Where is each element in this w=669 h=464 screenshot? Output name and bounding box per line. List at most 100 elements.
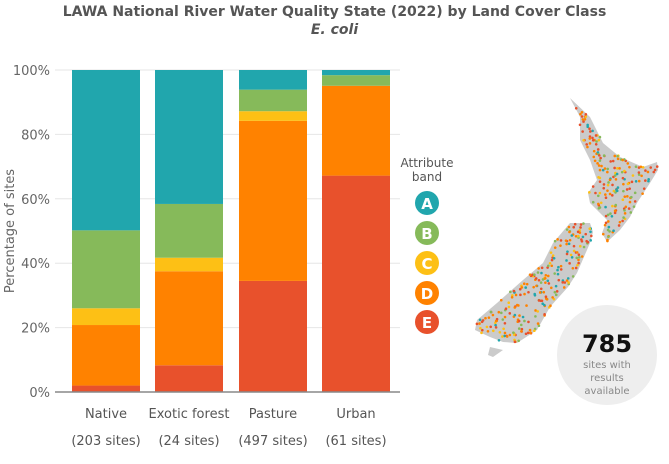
map-site-dot	[620, 170, 624, 174]
bar-segment-C	[72, 308, 140, 326]
map-site-dot	[596, 194, 600, 198]
map-site-dot	[537, 267, 540, 270]
map-site-dot	[601, 168, 605, 172]
map-site-dot	[608, 192, 612, 196]
map-site-dot	[527, 290, 530, 294]
map-site-dot	[551, 254, 555, 257]
map-site-dot	[611, 204, 614, 208]
map-site-dot	[597, 164, 601, 167]
map-site-dot	[527, 320, 530, 324]
map-site-dot	[579, 112, 582, 116]
map-site-dot	[608, 178, 612, 182]
legend-title: Attribute	[401, 156, 454, 170]
map-site-dot	[614, 203, 618, 207]
map-site-dot	[480, 320, 484, 324]
map-site-dot	[574, 234, 578, 238]
map-site-dot	[575, 256, 579, 260]
map-site-dot	[509, 290, 512, 294]
map-site-dot	[485, 325, 489, 329]
map-site-dot	[578, 244, 582, 248]
map-site-dot	[501, 318, 505, 321]
map-site-dot	[633, 191, 637, 195]
map-site-dot	[494, 323, 497, 327]
map-site-dot	[604, 193, 607, 196]
map-site-dot	[510, 295, 514, 299]
map-site-dot	[543, 303, 546, 307]
map-site-dot	[599, 156, 602, 160]
map-site-dot	[594, 191, 597, 195]
map-site-dot	[598, 159, 602, 162]
map-site-dot	[579, 223, 583, 226]
map-site-dot	[539, 287, 543, 291]
nz-map-landmass	[475, 223, 593, 343]
map-site-dot	[536, 322, 540, 325]
map-site-dot	[508, 312, 512, 315]
map-site-dot	[542, 290, 546, 294]
map-site-dot	[580, 111, 584, 114]
map-site-dot	[630, 180, 634, 184]
map-site-dot	[487, 316, 491, 319]
x-tick-label: Urban	[336, 407, 375, 422]
map-site-dot	[538, 291, 542, 294]
map-site-dot	[614, 191, 617, 194]
map-site-dot	[494, 319, 498, 323]
map-site-dot	[604, 205, 607, 209]
map-site-dot	[597, 202, 600, 206]
map-site-dot	[502, 327, 505, 331]
map-site-dot	[604, 196, 608, 199]
bar-segment-E	[72, 385, 140, 392]
legend-swatch-D	[415, 281, 439, 305]
map-site-dot	[523, 319, 526, 323]
bar-segment-C	[155, 257, 223, 272]
map-site-dot	[613, 174, 617, 177]
map-site-dot	[533, 293, 537, 297]
map-site-dot	[553, 290, 557, 294]
map-site-dot	[559, 239, 563, 242]
legend-label: B	[421, 225, 432, 243]
map-site-dot	[584, 232, 588, 236]
map-site-dot	[571, 266, 575, 270]
map-site-dot	[622, 189, 625, 193]
bar-segment-D	[239, 120, 307, 281]
map-site-dot	[623, 209, 626, 212]
y-tick-label: 0%	[29, 386, 50, 401]
map-site-dot	[602, 154, 606, 157]
map-site-dot	[622, 182, 625, 186]
map-site-dot	[486, 329, 490, 333]
map-site-dot	[522, 282, 526, 286]
map-site-dot	[589, 130, 592, 133]
map-site-dot	[655, 165, 659, 168]
map-site-dot	[526, 331, 530, 335]
map-site-dot	[503, 331, 507, 335]
map-site-dot	[539, 281, 543, 284]
map-site-dot	[536, 310, 540, 313]
map-site-dot	[606, 170, 609, 174]
map-site-dot	[498, 331, 502, 334]
map-site-dot	[517, 304, 520, 307]
map-site-dot	[561, 279, 565, 282]
map-site-dot	[597, 138, 601, 142]
map-site-dot	[576, 230, 580, 234]
map-site-dot	[554, 284, 558, 288]
map-site-dot	[626, 162, 630, 165]
map-site-dot	[572, 244, 576, 248]
chart-title: LAWA National River Water Quality State …	[62, 4, 607, 20]
map-site-dot	[618, 220, 622, 224]
site-count-caption: sites with	[583, 360, 631, 371]
map-site-dot	[532, 285, 535, 289]
map-site-dot	[523, 292, 526, 296]
map-site-dot	[475, 322, 479, 326]
x-tick-label: Pasture	[249, 407, 297, 422]
map-site-dot	[593, 159, 597, 163]
map-site-dot	[503, 315, 507, 319]
map-site-dot	[572, 225, 576, 229]
map-site-dot	[562, 286, 566, 289]
map-site-dot	[589, 230, 592, 234]
map-site-dot	[518, 314, 521, 317]
map-site-dot	[497, 310, 501, 314]
map-site-dot	[565, 252, 569, 256]
map-site-dot	[577, 261, 580, 265]
map-site-dot	[616, 154, 619, 158]
map-site-dot	[519, 293, 522, 297]
